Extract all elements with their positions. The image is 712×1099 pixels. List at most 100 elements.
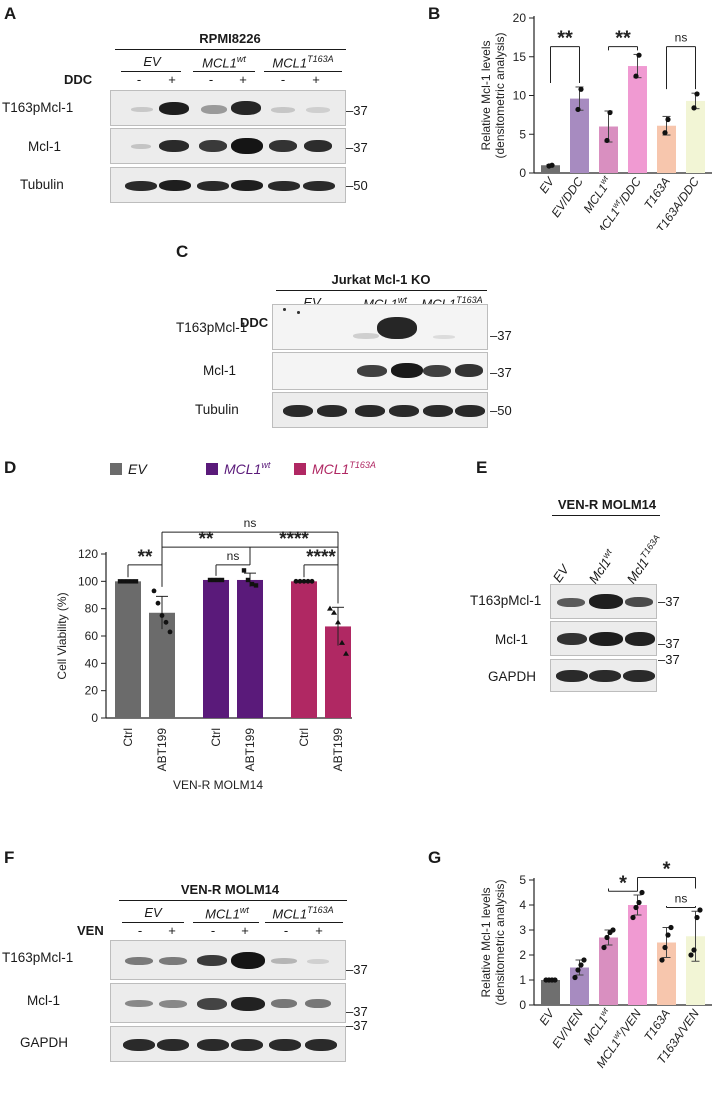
data-point (665, 116, 671, 123)
panel-a-sign: - (280, 72, 286, 87)
panel-e-header-line (552, 515, 660, 516)
bar (291, 581, 317, 718)
panel-letter-d: D (4, 458, 17, 477)
data-point (633, 904, 639, 911)
panel-a-blot-mcl1 (110, 128, 346, 164)
significance-label: * (663, 859, 671, 881)
panel-a-header-line (115, 49, 346, 50)
bar (570, 98, 589, 173)
bar (541, 980, 560, 1005)
legend-swatch (294, 463, 306, 475)
y-tick-label: 20 (513, 11, 527, 25)
data-point (575, 967, 581, 973)
panel-c-blot-mcl1 (272, 352, 488, 390)
panel-c-row-label: Mcl-1 (203, 363, 236, 378)
data-point (159, 613, 165, 618)
panel-a-sign: + (312, 72, 320, 87)
panel-a-row-label: Tubulin (20, 177, 64, 192)
x-tick-label: ABT199 (155, 728, 169, 772)
significance-label: * (619, 872, 627, 894)
panel-a-group-mcl1wt: MCL1wt (202, 54, 246, 71)
panel-f-group-line (265, 922, 343, 923)
panel-letter-g: G (428, 848, 442, 867)
panel-a-marker: –37 (346, 103, 368, 118)
panel-e-lane-label: EV (549, 562, 572, 585)
data-point (151, 588, 157, 594)
y-tick-label: 20 (85, 684, 99, 698)
panel-f-sign: - (137, 923, 143, 938)
data-point (607, 109, 613, 116)
bar (203, 579, 229, 718)
data-point (117, 579, 123, 584)
bar (115, 581, 141, 718)
data-point (636, 899, 642, 906)
panel-f-cell-line: VEN-R MOLM14 (180, 882, 280, 897)
data-point (691, 105, 697, 111)
data-point (575, 106, 581, 113)
y-tick-label: 10 (513, 89, 527, 103)
panel-f-row-label: T163pMcl-1 (2, 950, 74, 965)
x-tick-label: EV/VEN (549, 1006, 586, 1050)
data-point (694, 914, 700, 921)
significance-label: **** (306, 547, 336, 568)
panel-f-blot-gapdh (110, 1026, 346, 1062)
panel-f-group-mcl1wt: MCL1wt (205, 905, 249, 922)
x-axis-label: VEN-R MOLM14 (173, 778, 263, 792)
significance-label: ** (199, 529, 214, 550)
y-axis-label: Relative Mcl-1 levels(densitometric anal… (479, 879, 507, 1005)
panel-e-blot-phospho (550, 584, 657, 619)
data-point (572, 974, 578, 981)
panel-f-sign: - (283, 923, 289, 938)
panel-e-blot-mcl1 (550, 621, 657, 656)
data-point (339, 639, 345, 645)
data-point (581, 957, 587, 963)
panel-e-row-label: Mcl-1 (495, 632, 528, 647)
data-point (549, 162, 555, 168)
panel-c-marker: –50 (490, 403, 512, 418)
data-point (245, 577, 251, 583)
y-tick-label: 4 (519, 898, 526, 912)
bar (657, 125, 676, 173)
data-point (207, 577, 213, 583)
panel-d-chart: 0 20 40 60 80 100 120 Cell Viability (%) VEN-R M… (55, 460, 376, 792)
bar (237, 579, 263, 718)
data-point (343, 650, 349, 656)
x-tick-label: Ctrl (121, 728, 135, 747)
data-point (215, 577, 221, 583)
y-tick-label: 1 (519, 973, 526, 987)
panel-a-row-label: T163pMcl-1 (2, 100, 74, 115)
x-tick-label: Ctrl (297, 728, 311, 747)
panel-f-header-line (119, 900, 347, 901)
data-point (604, 137, 610, 144)
panel-c-blot-phospho (272, 304, 488, 350)
x-tick-label: Ctrl (209, 728, 223, 747)
significance-label: ns (227, 549, 240, 563)
panel-c-marker: –37 (490, 365, 512, 380)
bar (599, 126, 618, 173)
data-point (697, 907, 703, 913)
x-tick-label: ABT199 (331, 728, 345, 772)
data-point (578, 86, 584, 92)
data-point (610, 927, 616, 933)
panel-f-sign: + (168, 923, 176, 938)
data-point (163, 619, 169, 625)
panel-e-marker: –37 (658, 636, 680, 651)
significance-label: ns (244, 516, 257, 530)
significance-label: ns (675, 31, 688, 45)
bar (686, 100, 705, 173)
data-point (133, 579, 139, 584)
panel-f-marker: –37 (346, 1018, 368, 1033)
panel-a-marker: –50 (346, 178, 368, 193)
data-point (694, 91, 700, 97)
panel-g-chart: 0 1 2 3 4 5 Relative Mcl-1 levels(densitometri… (479, 859, 712, 1070)
y-tick-label: 0 (519, 166, 526, 180)
panel-c-treatment-label: DDC (240, 315, 269, 330)
data-point (601, 944, 607, 951)
panel-c-marker: –37 (490, 328, 512, 343)
data-point (578, 962, 584, 968)
panel-letter-b: B (428, 4, 441, 23)
panel-b-chart: 0 5 10 15 20 Relative Mcl-1 levels(densitomet… (479, 11, 712, 230)
y-tick-label: 0 (519, 998, 526, 1012)
data-point (301, 578, 307, 584)
significance-label: ns (675, 892, 688, 906)
